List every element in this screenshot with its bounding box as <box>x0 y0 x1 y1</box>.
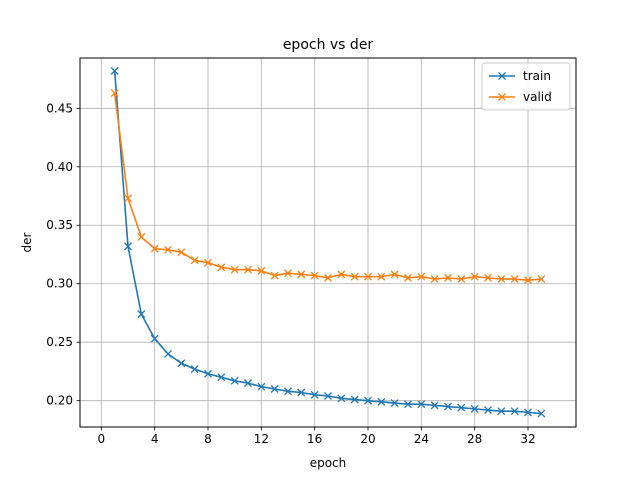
x-tick-label: 16 <box>307 432 322 446</box>
legend-marker <box>498 72 506 80</box>
data-point-valid <box>364 272 372 281</box>
x-tick-label: 4 <box>151 432 159 446</box>
y-tick-label: 0.25 <box>46 335 73 349</box>
legend-label: train <box>523 69 551 83</box>
data-point-valid <box>377 272 386 281</box>
data-point-valid <box>217 263 226 272</box>
series-valid <box>110 89 546 285</box>
data-point-train <box>310 390 319 399</box>
data-point-valid <box>457 275 466 284</box>
data-point-train <box>124 242 132 251</box>
data-point-valid <box>324 273 332 282</box>
x-tick-label: 32 <box>520 432 535 446</box>
data-point-train <box>297 388 306 397</box>
data-point-valid <box>204 258 212 267</box>
data-point-valid <box>164 245 172 254</box>
data-point-train <box>190 365 199 374</box>
legend-item-valid: valid <box>489 90 552 104</box>
x-tick-label: 24 <box>414 432 429 446</box>
x-tick-label: 0 <box>98 432 106 446</box>
data-point-train <box>510 407 519 416</box>
y-tick-label: 0.35 <box>46 218 73 232</box>
data-point-valid <box>230 265 239 274</box>
legend-label: valid <box>523 90 552 104</box>
data-point-valid <box>177 248 186 257</box>
data-point-valid <box>417 272 426 281</box>
data-point-valid <box>404 273 412 282</box>
data-point-train <box>417 400 426 409</box>
series-train <box>110 66 546 418</box>
axes-frame <box>79 57 577 428</box>
grid-lines <box>80 58 576 427</box>
data-point-train <box>110 66 119 75</box>
data-point-train <box>270 385 279 393</box>
data-point-train <box>244 379 252 388</box>
data-point-train <box>484 406 492 415</box>
data-point-train <box>137 310 146 319</box>
data-point-valid <box>470 272 479 281</box>
data-point-valid <box>257 266 266 275</box>
data-point-train <box>444 402 452 411</box>
data-point-train <box>350 395 359 404</box>
data-point-valid <box>110 89 119 98</box>
data-point-valid <box>524 276 532 285</box>
x-tick-label: 28 <box>467 432 482 446</box>
data-point-train <box>470 404 479 413</box>
data-point-valid <box>510 275 519 284</box>
chart-title: epoch vs der <box>283 37 374 53</box>
data-point-train <box>337 394 346 403</box>
data-point-train <box>404 400 412 409</box>
data-point-valid <box>284 269 292 278</box>
x-tick-label: 8 <box>204 432 212 446</box>
data-point-train <box>217 373 226 382</box>
data-point-valid <box>537 275 546 284</box>
legend-item-train: train <box>489 69 551 83</box>
data-point-valid <box>124 194 132 203</box>
data-point-valid <box>270 271 279 280</box>
data-point-train <box>364 396 372 405</box>
data-point-valid <box>310 271 319 280</box>
data-point-valid <box>484 273 492 282</box>
data-point-valid <box>430 275 439 284</box>
data-point-valid <box>337 270 346 279</box>
data-point-train <box>524 408 532 417</box>
data-point-train <box>457 403 466 412</box>
data-point-valid <box>497 275 506 284</box>
y-tick-label: 0.40 <box>46 160 73 174</box>
legend-marker <box>498 93 506 101</box>
data-point-valid <box>150 244 159 253</box>
data-point-valid <box>297 270 306 279</box>
axis-ticks: 0 4 8 12 16 20 24 28 32 0.20 0.25 0.30 0.35 0.40 0.45 <box>46 101 535 446</box>
data-point-valid <box>137 232 146 241</box>
data-point-train <box>177 359 186 368</box>
data-point-valid <box>190 256 199 265</box>
data-point-train <box>390 399 399 407</box>
data-point-train <box>497 407 506 416</box>
x-tick-label: 12 <box>254 432 269 446</box>
data-point-valid <box>390 270 399 279</box>
data-point-train <box>150 334 159 343</box>
legend: train valid <box>481 62 571 111</box>
y-tick-label: 0.20 <box>46 394 73 408</box>
data-point-valid <box>244 265 252 274</box>
y-axis-label: der <box>20 232 34 252</box>
data-point-train <box>284 387 292 396</box>
x-axis-label: epoch <box>310 456 347 470</box>
y-tick-label: 0.30 <box>46 277 73 291</box>
x-tick-label: 20 <box>360 432 375 446</box>
data-point-train <box>164 349 172 358</box>
data-point-train <box>537 409 546 418</box>
data-point-train <box>204 369 212 378</box>
series-layer <box>110 66 546 418</box>
data-point-train <box>377 397 386 406</box>
data-point-train <box>430 401 439 410</box>
data-point-train <box>324 392 332 400</box>
data-point-train <box>230 376 239 385</box>
data-point-valid <box>350 272 359 281</box>
y-tick-label: 0.45 <box>46 101 73 115</box>
data-point-train <box>257 382 266 391</box>
data-point-valid <box>444 273 452 282</box>
